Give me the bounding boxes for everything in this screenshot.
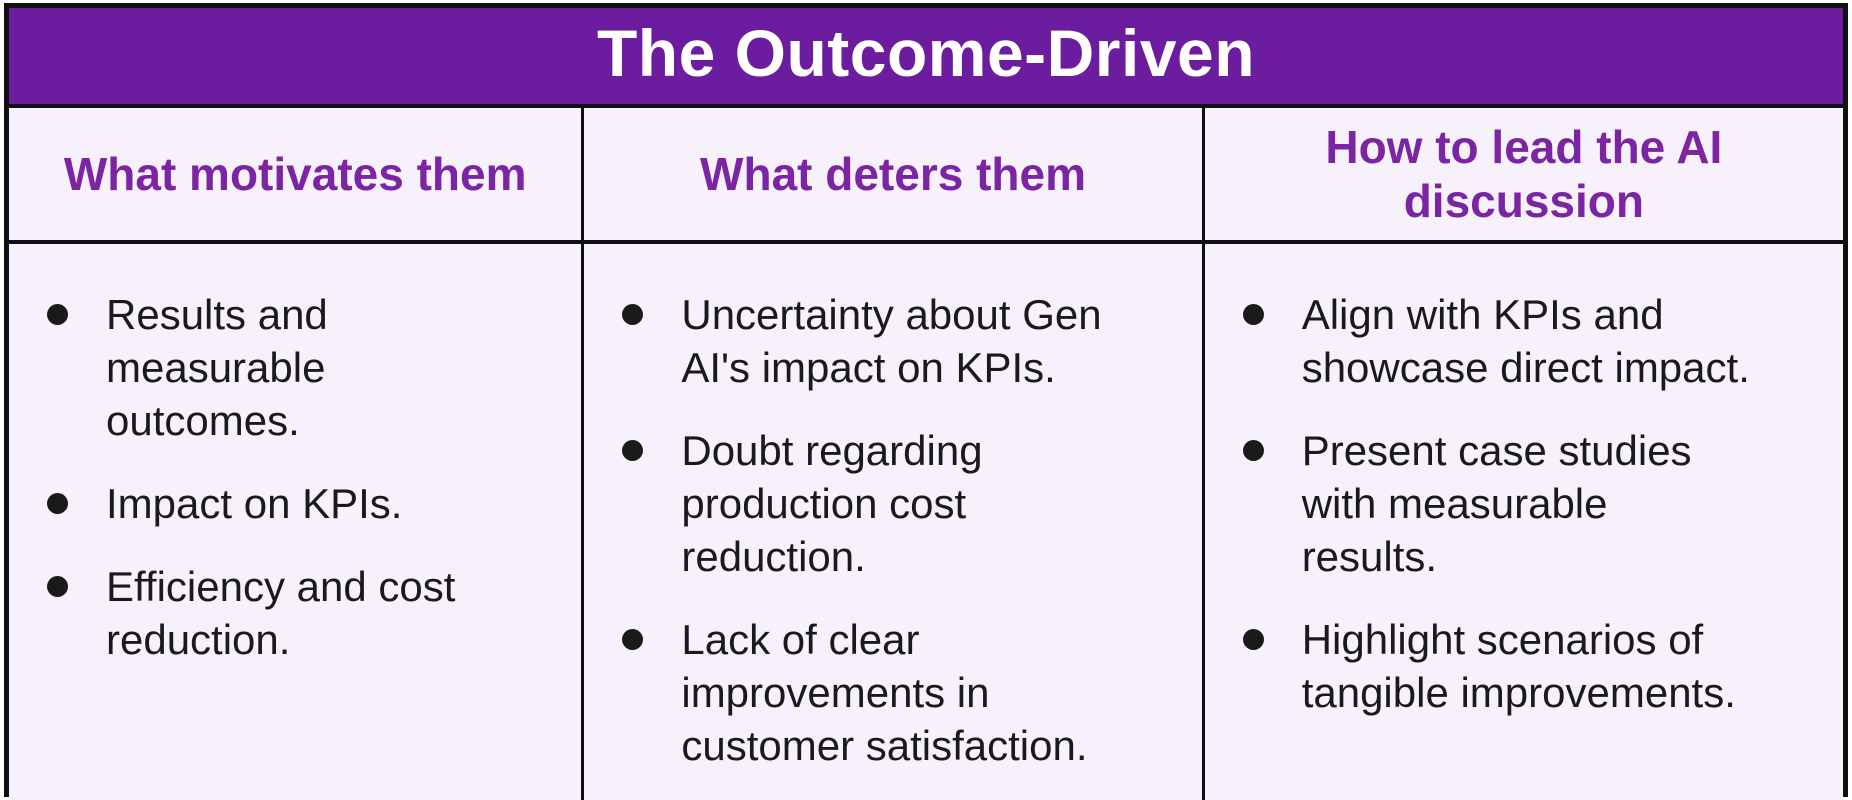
bullet-icon <box>622 629 644 650</box>
table-body-row: Results and measurable outcomes. Impact … <box>9 244 1843 800</box>
bullet-icon <box>47 493 68 514</box>
list-item: Highlight scenarios of tangible improvem… <box>1242 613 1825 719</box>
list-item-text: Align with KPIs and showcase direct impa… <box>1301 291 1750 391</box>
list-item-text: Impact on KPIs. <box>106 480 403 527</box>
list-item: Impact on KPIs. <box>47 477 563 530</box>
list-item-text: Highlight scenarios of tangible improvem… <box>1301 616 1736 716</box>
column-header-motivates: What motivates them <box>9 108 585 240</box>
body-cell-deters: Uncertainty about Gen AI's impact on KPI… <box>584 244 1205 800</box>
motivates-list: Results and measurable outcomes. Impact … <box>47 288 563 666</box>
column-header-deters-label: What deters them <box>700 147 1086 200</box>
body-cell-motivates: Results and measurable outcomes. Impact … <box>9 244 585 800</box>
list-item-text: Uncertainty about Gen AI's impact on KPI… <box>681 291 1102 391</box>
lead-discussion-list: Align with KPIs and showcase direct impa… <box>1242 288 1825 719</box>
list-item-text: Doubt regarding production cost reductio… <box>681 427 983 580</box>
body-cell-lead-discussion: Align with KPIs and showcase direct impa… <box>1204 244 1843 800</box>
list-item-text: Efficiency and cost reduction. <box>106 563 456 663</box>
bullet-icon <box>1242 440 1264 461</box>
persona-table: The Outcome-Driven What motivates them W… <box>4 3 1848 800</box>
bullet-icon <box>622 304 644 325</box>
list-item: Efficiency and cost reduction. <box>47 560 563 666</box>
column-header-lead-discussion: How to lead the AI discussion <box>1204 108 1843 240</box>
list-item: Align with KPIs and showcase direct impa… <box>1242 288 1825 394</box>
bullet-icon <box>47 304 68 325</box>
column-header-row: What motivates them What deters them How… <box>9 108 1843 244</box>
bullet-icon <box>47 576 68 597</box>
deters-list: Uncertainty about Gen AI's impact on KPI… <box>622 288 1183 772</box>
list-item-text: Present case studies with measurable res… <box>1301 427 1692 580</box>
bullet-icon <box>1242 629 1264 650</box>
list-item: Doubt regarding production cost reductio… <box>622 424 1183 583</box>
column-header-lead-discussion-label: How to lead the AI discussion <box>1325 120 1723 227</box>
list-item-text: Lack of clear improvements in customer s… <box>681 616 1088 769</box>
table-title-bar: The Outcome-Driven <box>9 8 1843 108</box>
list-item: Lack of clear improvements in customer s… <box>622 613 1183 772</box>
list-item-text: Results and measurable outcomes. <box>106 291 328 444</box>
bullet-icon <box>622 440 644 461</box>
list-item: Results and measurable outcomes. <box>47 288 563 447</box>
bullet-icon <box>1242 304 1264 325</box>
list-item: Uncertainty about Gen AI's impact on KPI… <box>622 288 1183 394</box>
list-item: Present case studies with measurable res… <box>1242 424 1825 583</box>
column-header-motivates-label: What motivates them <box>63 147 527 200</box>
column-header-deters: What deters them <box>584 108 1205 240</box>
table-title: The Outcome-Driven <box>596 16 1256 90</box>
